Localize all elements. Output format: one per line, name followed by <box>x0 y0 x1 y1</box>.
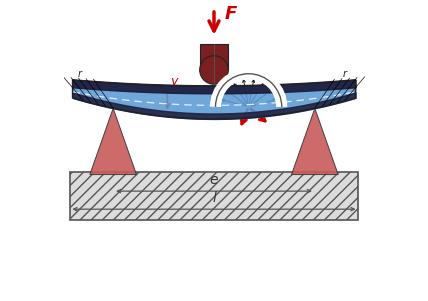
Ellipse shape <box>200 56 228 84</box>
Text: y: y <box>170 75 178 88</box>
Bar <box>200 44 228 70</box>
Polygon shape <box>291 108 338 175</box>
Text: l: l <box>212 191 216 205</box>
Bar <box>69 172 359 220</box>
Text: F: F <box>225 5 237 23</box>
Text: e: e <box>210 172 218 187</box>
Text: r: r <box>78 69 82 79</box>
Text: r: r <box>343 69 347 79</box>
Polygon shape <box>90 108 137 175</box>
